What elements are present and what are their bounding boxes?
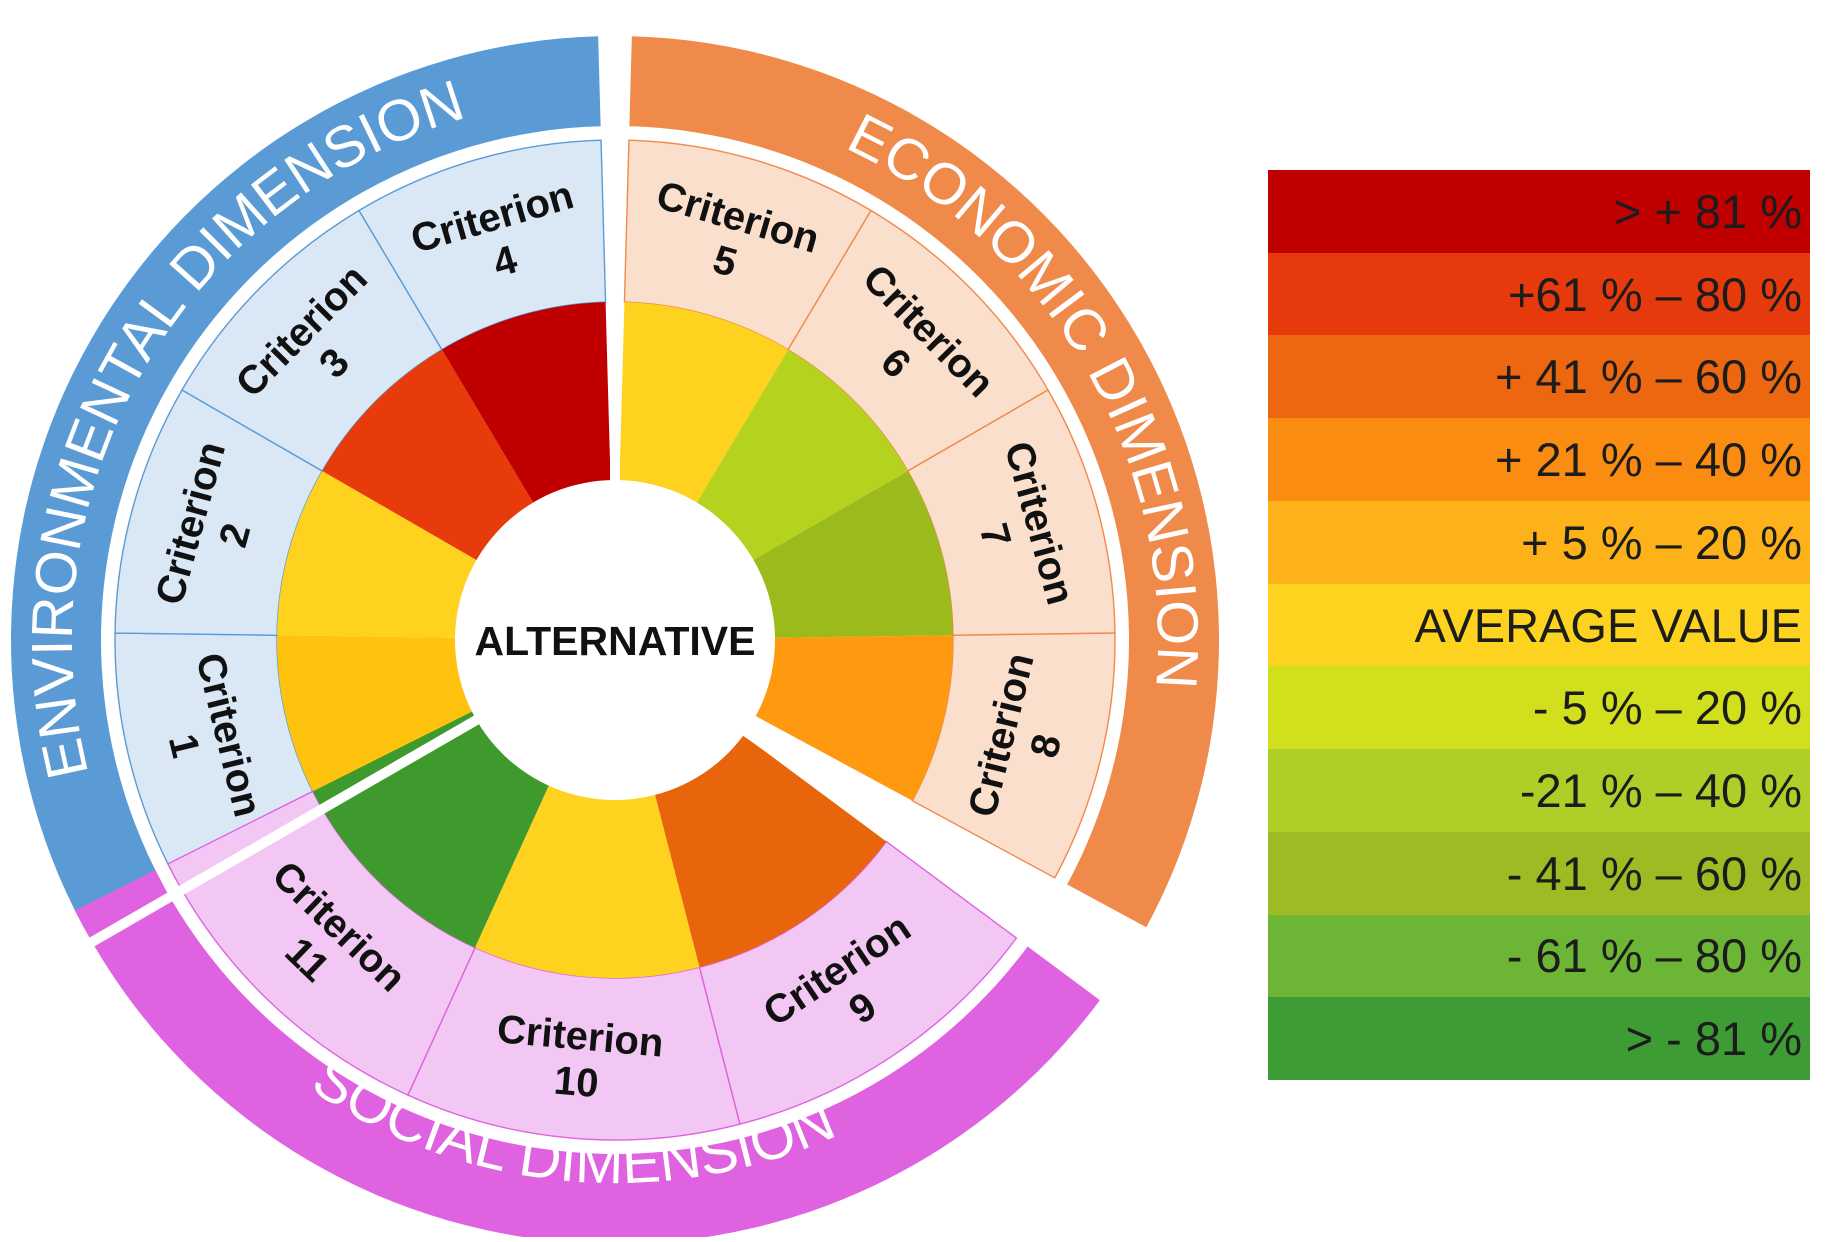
criterion-level-wedge <box>322 349 536 562</box>
criterion-level-wedge <box>653 733 887 968</box>
legend-label: + 5 % – 20 % <box>1521 515 1802 569</box>
legend-row: > - 81 % <box>1268 997 1810 1081</box>
environmental-band <box>10 36 601 928</box>
criterion-level-wedge <box>694 349 908 562</box>
legend-row: - 5 % – 20 % <box>1268 666 1810 750</box>
legend-row: > + 81 % <box>1268 170 1810 253</box>
legend-label: + 21 % – 40 % <box>1494 433 1802 487</box>
legend-row: - 61 % – 80 % <box>1268 914 1810 998</box>
legend-row: + 21 % – 40 % <box>1268 418 1810 501</box>
legend-row: AVERAGE VALUE <box>1268 583 1810 667</box>
legend-label: + 41 % – 60 % <box>1494 350 1802 404</box>
criterion-level-wedge <box>752 635 953 801</box>
center-label: ALTERNATIVE <box>475 618 756 664</box>
dimension-separator <box>85 712 485 949</box>
dimension-wheel: ENVIRONMENTAL DIMENSIONCriterion1Criteri… <box>10 36 1219 1242</box>
legend-label: - 41 % – 60 % <box>1506 846 1802 900</box>
center-circle <box>455 480 775 800</box>
legend-label: -21 % – 40 % <box>1519 764 1802 817</box>
legend-row: + 41 % – 60 % <box>1268 335 1810 419</box>
social-band <box>74 870 1100 1242</box>
economic-band <box>629 36 1219 928</box>
legend-label: > - 81 % <box>1625 1012 1802 1066</box>
legend-label: > + 81 % <box>1613 184 1802 238</box>
criterion-level-wedge <box>312 709 551 948</box>
criterion-level-wedge <box>277 471 480 638</box>
legend-row: +61 % – 80 % <box>1268 252 1810 336</box>
legend-label: - 5 % – 20 % <box>1532 681 1802 735</box>
legend-label: - 61 % – 80 % <box>1506 929 1802 983</box>
criterion-level-wedge <box>750 471 953 638</box>
criterion-level-wedge <box>441 302 611 507</box>
legend: > + 81 % +61 % – 80 % + 41 % – 60 % + 21 % … <box>1268 170 1810 1081</box>
criterion-number: 10 <box>552 1058 600 1106</box>
legend-label: +61 % – 80 % <box>1508 267 1802 321</box>
criterion-level-wedge <box>277 635 478 801</box>
legend-row: + 5 % – 20 % <box>1268 500 1810 584</box>
social-dimension: SOCIAL DIMENSIONCriterion9Criterion10Cri… <box>74 709 1100 1242</box>
dimension-separator <box>738 724 1116 993</box>
legend-row: - 41 % – 60 % <box>1268 831 1810 915</box>
legend-row: -21 % – 40 % <box>1268 749 1810 832</box>
criterion-level-wedge <box>619 302 789 507</box>
legend-label: AVERAGE VALUE <box>1414 598 1802 652</box>
criterion-level-wedge <box>475 781 700 978</box>
environmental-dimension: ENVIRONMENTAL DIMENSIONCriterion1Criteri… <box>10 36 611 928</box>
